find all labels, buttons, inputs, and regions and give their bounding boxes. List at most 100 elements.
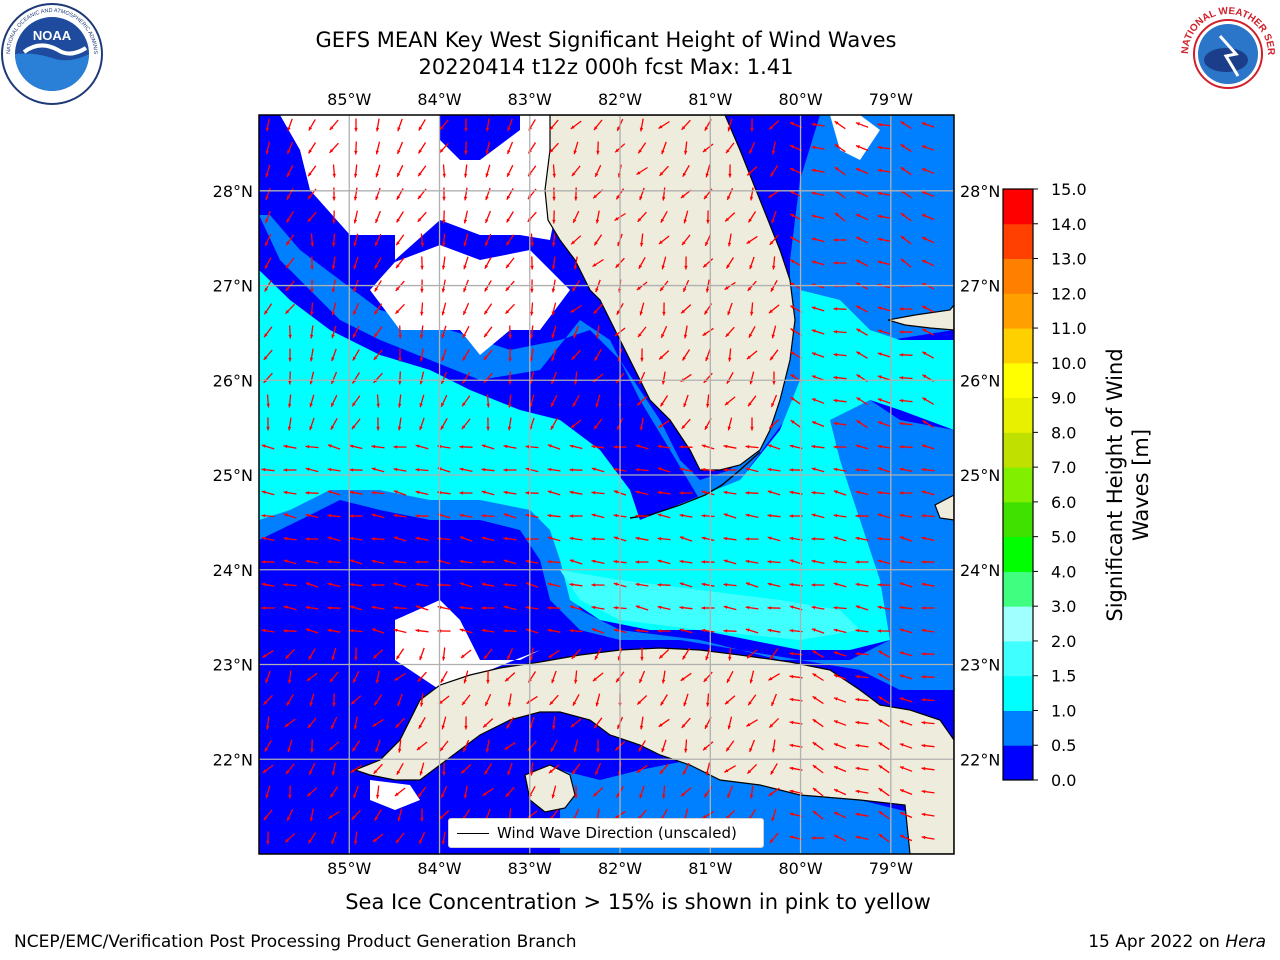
wave-arrow-head xyxy=(463,265,467,270)
wave-arrow-head xyxy=(415,468,420,472)
wave-arrow-head xyxy=(439,815,444,820)
wave-arrow-head xyxy=(420,265,424,270)
wave-arrow-head xyxy=(463,679,467,684)
wave-arrow-head xyxy=(613,606,618,610)
wave-arrow-head xyxy=(419,656,423,661)
wave-arrow-head xyxy=(811,836,816,840)
wave-arrow-head xyxy=(745,537,750,541)
wave-arrow-head xyxy=(811,491,816,495)
wave-arrow-head xyxy=(899,353,904,357)
wave-arrow-head xyxy=(723,536,728,541)
wave-arrow-head xyxy=(287,172,291,177)
wave-arrow-head xyxy=(789,629,794,633)
colorbar-swatch xyxy=(1003,328,1033,364)
wave-arrow-head xyxy=(261,514,266,518)
wave-arrow-head xyxy=(261,560,266,564)
wave-arrow-head xyxy=(771,702,775,706)
wave-arrow-head xyxy=(441,265,446,270)
wave-arrow-head xyxy=(660,218,665,223)
wave-arrow-head xyxy=(375,150,379,155)
wave-arrow-head xyxy=(616,793,620,798)
wave-arrow-head xyxy=(878,696,883,700)
wave-arrow-head xyxy=(702,815,707,819)
wave-arrow-head xyxy=(723,444,728,449)
wave-arrow-head xyxy=(748,402,752,407)
wave-arrow-head xyxy=(354,173,358,178)
wave-arrow-head xyxy=(701,560,706,564)
wave-arrow-head xyxy=(855,789,860,794)
wave-arrow-head xyxy=(328,815,333,819)
wave-arrow-head xyxy=(591,467,596,471)
wave-arrow-head xyxy=(635,536,640,541)
wave-arrow-head xyxy=(745,513,750,518)
wave-arrow-head xyxy=(856,420,861,424)
wave-arrow-head xyxy=(727,311,731,316)
wave-arrow-head xyxy=(305,559,310,564)
wave-arrow-head xyxy=(921,652,926,656)
wave-arrow-head xyxy=(261,628,266,633)
wave-arrow-head xyxy=(464,725,468,730)
colorbar-tick-label: 10.0 xyxy=(1051,354,1087,373)
wave-arrow-head xyxy=(261,490,266,494)
wave-arrow-head xyxy=(547,490,552,494)
wave-arrow-head xyxy=(877,168,882,173)
wave-arrow-head xyxy=(486,426,490,431)
wave-arrow-head xyxy=(415,536,420,541)
wave-arrow-head xyxy=(375,196,379,201)
wave-arrow-head xyxy=(704,310,708,315)
wave-arrow-head xyxy=(551,794,555,799)
wave-arrow-head xyxy=(771,219,775,224)
wave-arrow-head xyxy=(265,150,269,155)
wave-arrow-head xyxy=(833,628,838,632)
wave-arrow-head xyxy=(724,286,729,290)
wave-arrow-head xyxy=(834,167,839,171)
wave-arrow-head xyxy=(287,679,292,684)
wave-arrow-head xyxy=(506,195,511,200)
wave-arrow-head xyxy=(749,380,753,385)
wave-arrow-head xyxy=(505,309,510,314)
wave-arrow-head xyxy=(354,150,358,155)
wave-arrow-head xyxy=(572,402,577,407)
wave-arrow-head xyxy=(877,421,882,425)
wave-arrow-head xyxy=(922,191,926,195)
wave-arrow-head xyxy=(856,397,861,401)
wave-arrow-head xyxy=(283,444,288,449)
wave-arrow-head xyxy=(679,513,684,518)
wave-arrow-head xyxy=(393,513,398,518)
wave-arrow-head xyxy=(789,582,794,587)
noaa-logo: NOAA NATIONAL OCEANIC AND ATMOSPHERIC AD… xyxy=(0,2,103,105)
wave-arrow-head xyxy=(483,723,488,728)
colorbar-label-line1: Significant Height of Wind xyxy=(1103,348,1127,621)
wave-field-high xyxy=(259,270,954,650)
wave-arrow-head xyxy=(261,606,266,610)
wave-arrow-head xyxy=(552,242,556,247)
wave-arrow-head xyxy=(811,398,816,402)
wave-arrow-head xyxy=(530,311,534,316)
wave-arrow-head xyxy=(767,628,772,633)
colorbar-tick-label: 11.0 xyxy=(1051,319,1087,338)
wave-arrow-head xyxy=(812,696,817,700)
wave-arrow-head xyxy=(856,282,861,287)
wave-arrow-head xyxy=(374,701,378,706)
wave-arrow-head xyxy=(464,150,468,155)
wave-arrow-head xyxy=(922,420,927,424)
wave-arrow-head xyxy=(481,514,486,518)
wave-arrow-head xyxy=(789,789,794,794)
wave-arrow-head xyxy=(614,815,619,819)
wave-arrow-head xyxy=(419,357,424,362)
wave-arrow-head xyxy=(899,720,904,724)
wave-arrow-head xyxy=(921,628,926,633)
wave-arrow-head xyxy=(833,261,838,265)
wave-arrow-head xyxy=(415,444,420,448)
wave-arrow-head xyxy=(900,121,905,125)
wave-arrow-head xyxy=(921,582,926,587)
wave-arrow-head xyxy=(639,127,644,132)
wave-arrow-head xyxy=(768,677,773,681)
wave-arrow-head xyxy=(394,677,399,681)
wave-arrow-head xyxy=(725,700,729,705)
wave-arrow-head xyxy=(332,196,336,201)
wave-arrow-head xyxy=(416,746,421,750)
wave-arrow-head xyxy=(551,380,555,384)
wave-arrow-head xyxy=(481,628,486,633)
wave-arrow-head xyxy=(681,724,686,728)
